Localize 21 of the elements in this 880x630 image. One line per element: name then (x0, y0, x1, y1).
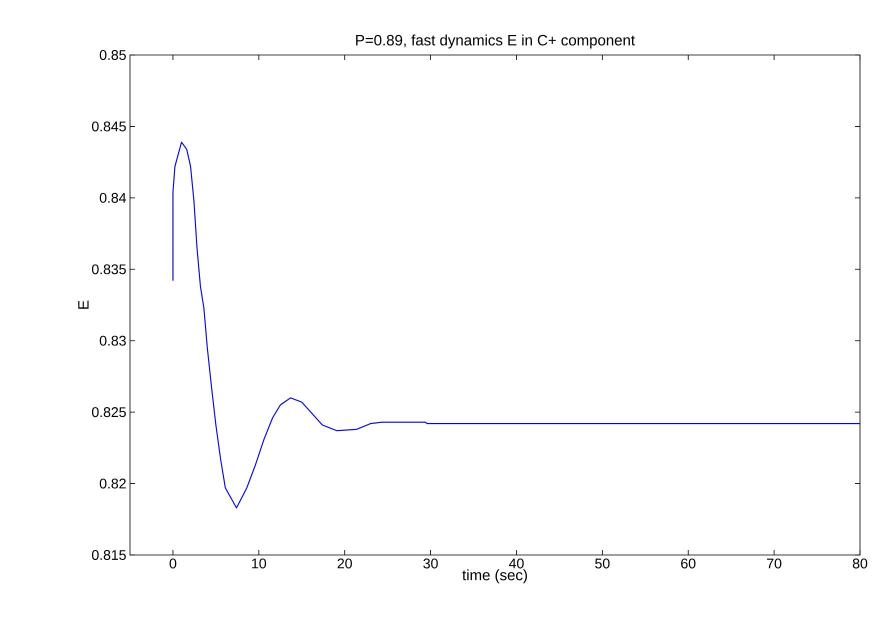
x-tick-label: 20 (338, 558, 352, 568)
y-tick-label: 0.82 (100, 478, 126, 489)
line-series (172, 142, 860, 508)
y-tick-label: 0.84 (100, 192, 126, 203)
y-tick-label: 0.83 (100, 336, 126, 346)
x-tick-label: 80 (852, 558, 868, 568)
y-tick-label: 0.85 (100, 50, 126, 60)
x-axis-title: time (sec) (462, 569, 527, 584)
x-tick-label: 50 (595, 558, 610, 568)
y-tick-label: 0.835 (92, 264, 126, 274)
y-tick-label: 0.845 (92, 121, 126, 132)
x-tick-label: 40 (508, 558, 524, 568)
x-tick-label: 10 (252, 558, 266, 568)
y-tick-label: 0.815 (92, 550, 126, 560)
y-axis-title: E (78, 300, 89, 309)
y-tick-label: 0.825 (92, 407, 126, 418)
chart-title: P=0.89, fast dynamics E in C+ component (356, 34, 635, 48)
x-tick-label: 60 (681, 558, 696, 568)
x-tick-label: 70 (767, 558, 782, 568)
x-tick-label: 0 (170, 558, 176, 568)
x-tick-label: 30 (423, 558, 438, 568)
